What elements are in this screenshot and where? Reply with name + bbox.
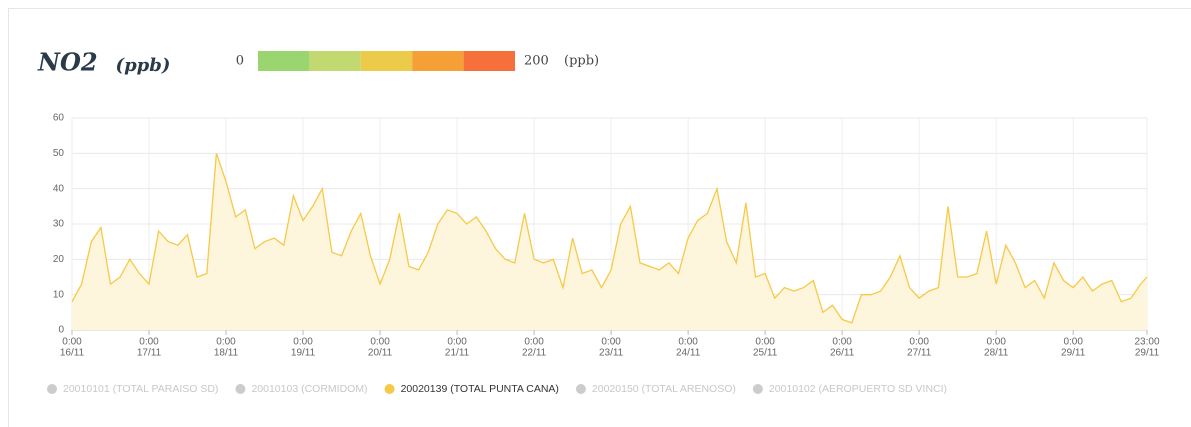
x-tick-label: 19/11	[291, 348, 316, 359]
x-tick-label: 20/11	[368, 348, 393, 359]
x-tick-label: 0:00	[601, 337, 621, 348]
scale-swatch	[463, 51, 515, 71]
area	[72, 153, 1147, 330]
legend-item[interactable]: 20010101 (TOTAL PARAISO SD)	[63, 383, 218, 395]
x-tick-label: 23:00	[1134, 337, 1159, 348]
x-tick-label: 27/11	[907, 348, 932, 359]
x-tick-label: 0:00	[293, 337, 313, 348]
y-tick-label: 50	[53, 148, 65, 159]
legend-marker	[384, 384, 395, 394]
x-tick-label: 29/11	[1135, 348, 1160, 359]
scale-unit: (ppb)	[564, 54, 599, 69]
x-tick-label: 0:00	[986, 337, 1006, 348]
legend-marker	[752, 384, 763, 394]
scale-max: 200	[524, 54, 549, 69]
x-tick-label: 28/11	[984, 348, 1009, 359]
x-tick-label: 16/11	[60, 348, 85, 359]
x-tick-label: 0:00	[370, 337, 390, 348]
scale-swatch	[309, 51, 361, 71]
legend-item[interactable]: 20010103 (CORMIDOM)	[251, 383, 367, 395]
x-tick-label: 22/11	[522, 348, 547, 359]
x-tick-label: 29/11	[1061, 348, 1086, 359]
x-tick-label: 0:00	[755, 337, 775, 348]
legend-item[interactable]: 20020139 (TOTAL PUNTA CANA)	[401, 383, 559, 395]
x-tick-label: 0:00	[524, 337, 544, 348]
x-tick-label: 0:00	[832, 337, 852, 348]
chart-title: NO2	[37, 48, 98, 77]
chart-unit: (ppb)	[116, 55, 171, 76]
x-tick-label: 0:00	[678, 337, 698, 348]
x-tick-label: 25/11	[753, 348, 778, 359]
x-tick-label: 26/11	[830, 348, 855, 359]
card	[8, 8, 1191, 427]
x-tick-label: 0:00	[447, 337, 467, 348]
x-tick-label: 21/11	[445, 348, 470, 359]
y-tick-label: 0	[58, 325, 64, 336]
x-tick-label: 0:00	[1063, 337, 1083, 348]
scale-swatch	[258, 51, 310, 71]
x-tick-label: 0:00	[139, 337, 159, 348]
y-tick-label: 10	[53, 289, 65, 300]
y-tick-label: 20	[53, 254, 65, 265]
x-tick-label: 0:00	[216, 337, 236, 348]
x-tick-label: 18/11	[214, 348, 239, 359]
y-tick-label: 40	[53, 183, 65, 194]
legend-marker	[47, 384, 57, 394]
y-tick-label: 60	[53, 113, 65, 124]
legend-item[interactable]: 20020150 (TOTAL ARENOSO)	[592, 383, 736, 395]
x-tick-label: 24/11	[676, 348, 701, 359]
legend-item[interactable]: 20010102 (AEROPUERTO SD VINCI)	[769, 383, 947, 395]
legend-marker	[575, 384, 586, 394]
scale-swatch	[412, 51, 464, 71]
x-tick-label: 17/11	[137, 348, 162, 359]
scale-swatch	[360, 51, 413, 71]
legend-marker	[235, 384, 246, 394]
x-tick-label: 0:00	[909, 337, 929, 348]
line	[71, 153, 1148, 324]
y-tick-label: 30	[53, 219, 65, 230]
x-tick-label: 0:00	[62, 337, 82, 348]
scale-min: 0	[236, 54, 244, 69]
x-tick-label: 23/11	[599, 348, 624, 359]
